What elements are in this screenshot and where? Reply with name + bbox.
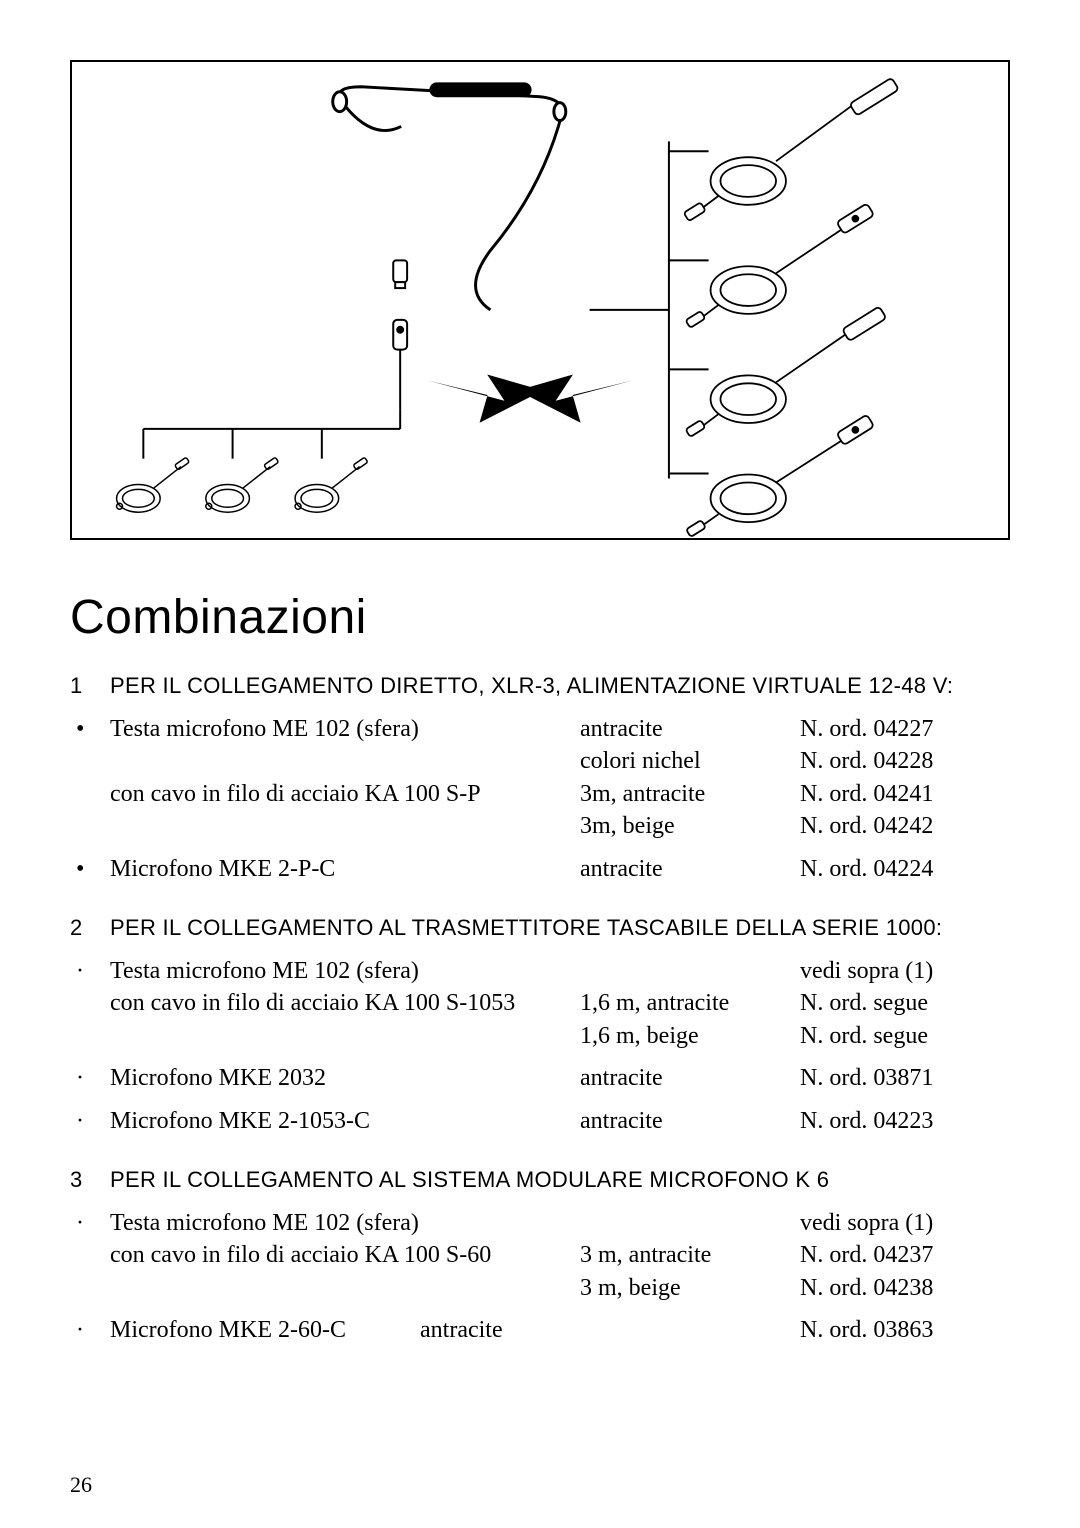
bullet: · [70,1314,110,1346]
item-row: 3m, beigeN. ord. 04242 [70,810,1010,842]
bullet: · [70,1207,110,1239]
item-group: ·Testa microfono ME 102 (sfera) vedi sopr… [70,955,1010,1052]
item-order-number: N. ord. 04237 [800,1239,1010,1271]
item-variant: 3m, beige [580,810,800,842]
page-number: 26 [70,1472,92,1498]
bullet: · [70,955,110,987]
item-variant: colori nichel [580,745,800,777]
item-row: ·Testa microfono ME 102 (sfera) vedi sopr… [70,955,1010,987]
item-row: •Microfono MKE 2-P-CantraciteN. ord. 042… [70,853,1010,885]
section-title: PER IL COLLEGAMENTO DIRETTO, XLR-3, ALIM… [110,673,953,699]
item-row: con cavo in filo di acciaio KA 100 S-603… [70,1239,1010,1271]
item-order-number: N. ord. 03863 [800,1314,1010,1346]
item-order-number: vedi sopra (1) [800,955,1010,987]
item-variant: antracite [580,713,800,745]
main-title: Combinazioni [70,590,1010,645]
item-variant: 3 m, beige [580,1272,800,1304]
item-group: ·Microfono MKE 2-60-CantraciteN. ord. 03… [70,1314,1010,1346]
item-order-number: N. ord. 04223 [800,1105,1010,1137]
item-description: Testa microfono ME 102 (sfera) [110,955,580,987]
item-row: con cavo in filo di acciaio KA 100 S-P3m… [70,778,1010,810]
section-number: 2 [70,915,90,941]
item-row: ·Microfono MKE 2032antraciteN. ord. 0387… [70,1062,1010,1094]
section: 1 PER IL COLLEGAMENTO DIRETTO, XLR-3, ALI… [70,673,1010,885]
bullet: • [70,713,110,745]
item-row: •Testa microfono ME 102 (sfera)antracite… [70,713,1010,745]
item-row: colori nichelN. ord. 04228 [70,745,1010,777]
section-title: PER IL COLLEGAMENTO AL TRASMETTITORE TAS… [110,915,942,941]
item-description: Microfono MKE 2-60-C [110,1314,420,1346]
product-diagram [70,60,1010,540]
bullet: · [70,1105,110,1137]
item-variant: antracite [580,1105,800,1137]
item-row: ·Testa microfono ME 102 (sfera) vedi sopr… [70,1207,1010,1239]
item-variant: 3m, antracite [580,778,800,810]
item-row: 3 m, beigeN. ord. 04238 [70,1272,1010,1304]
section: 2 PER IL COLLEGAMENTO AL TRASMETTITORE TA… [70,915,1010,1137]
item-variant: 1,6 m, beige [580,1020,800,1052]
item-variant: 3 m, antracite [580,1239,800,1271]
item-order-number: N. ord. 04224 [800,853,1010,885]
item-order-number: N. ord. 04228 [800,745,1010,777]
item-variant: antracite [580,1062,800,1094]
item-variant: antracite [420,1314,800,1346]
item-order-number: N. ord. segue [800,987,1010,1019]
section-heading: 1 PER IL COLLEGAMENTO DIRETTO, XLR-3, ALI… [70,673,1010,699]
item-description: con cavo in filo di acciaio KA 100 S-60 [110,1239,580,1271]
item-description: Microfono MKE 2-P-C [110,853,580,885]
item-variant: antracite [580,853,800,885]
section-heading: 3 PER IL COLLEGAMENTO AL SISTEMA MODULARE… [70,1167,1010,1193]
item-description: Testa microfono ME 102 (sfera) [110,1207,580,1239]
bullet: · [70,1062,110,1094]
section-title: PER IL COLLEGAMENTO AL SISTEMA MODULARE … [110,1167,829,1193]
item-description: Microfono MKE 2032 [110,1062,580,1094]
item-variant: 1,6 m, antracite [580,987,800,1019]
section-number: 3 [70,1167,90,1193]
item-row: 1,6 m, beigeN. ord. segue [70,1020,1010,1052]
item-description: Testa microfono ME 102 (sfera) [110,713,580,745]
item-row: con cavo in filo di acciaio KA 100 S-105… [70,987,1010,1019]
item-group: ·Microfono MKE 2032antraciteN. ord. 0387… [70,1062,1010,1094]
item-row: ·Microfono MKE 2-1053-CantraciteN. ord. … [70,1105,1010,1137]
item-order-number: N. ord. segue [800,1020,1010,1052]
item-row: ·Microfono MKE 2-60-CantraciteN. ord. 03… [70,1314,1010,1346]
item-description: Microfono MKE 2-1053-C [110,1105,580,1137]
section-heading: 2 PER IL COLLEGAMENTO AL TRASMETTITORE TA… [70,915,1010,941]
item-order-number: N. ord. 03871 [800,1062,1010,1094]
item-order-number: N. ord. 04227 [800,713,1010,745]
item-order-number: N. ord. 04241 [800,778,1010,810]
section-number: 1 [70,673,90,699]
item-description: con cavo in filo di acciaio KA 100 S-105… [110,987,580,1019]
item-group: ·Testa microfono ME 102 (sfera) vedi sopr… [70,1207,1010,1304]
section: 3 PER IL COLLEGAMENTO AL SISTEMA MODULARE… [70,1167,1010,1347]
item-order-number: N. ord. 04242 [800,810,1010,842]
sections-container: 1 PER IL COLLEGAMENTO DIRETTO, XLR-3, ALI… [70,673,1010,1346]
item-group: ·Microfono MKE 2-1053-CantraciteN. ord. … [70,1105,1010,1137]
diagram-svg [72,62,1008,538]
bullet: • [70,853,110,885]
item-group: •Testa microfono ME 102 (sfera)antracite… [70,713,1010,843]
item-group: •Microfono MKE 2-P-CantraciteN. ord. 042… [70,853,1010,885]
item-order-number: N. ord. 04238 [800,1272,1010,1304]
item-description: con cavo in filo di acciaio KA 100 S-P [110,778,580,810]
item-order-number: vedi sopra (1) [800,1207,1010,1239]
